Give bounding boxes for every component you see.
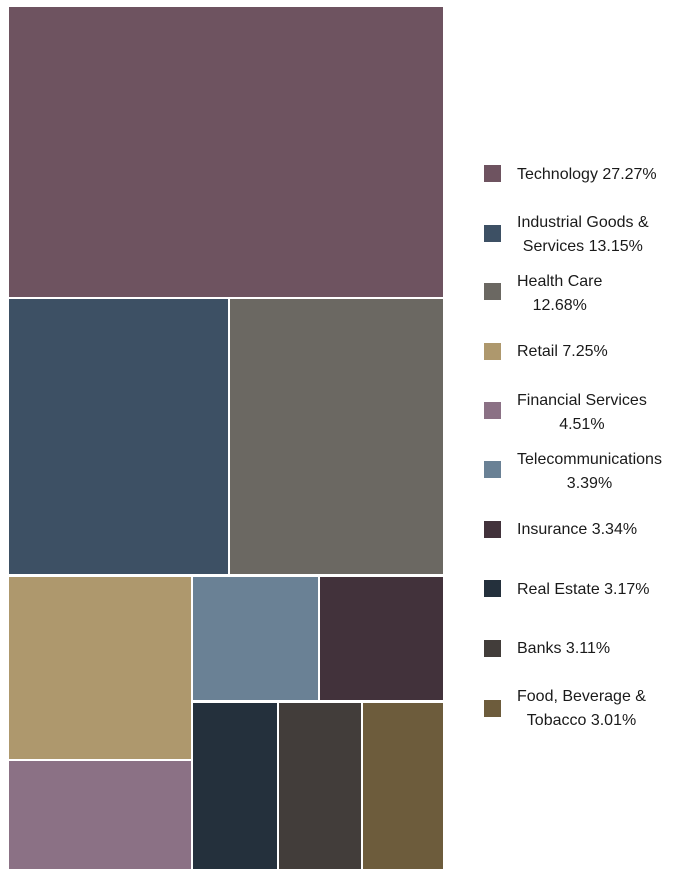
legend-label: 3.39% [567,475,612,492]
legend-label: Retail 7.25% [517,343,608,360]
tile-food-beverage-and-tobacco [363,703,443,869]
tile-retail [9,577,191,759]
legend-item-telecommunications: Telecommunications 3.39% [484,451,662,492]
tile-technology [9,7,443,297]
legend-label: 12.68% [533,297,587,314]
legend-item-health-care: Health Care 12.68% [484,273,602,314]
tile-insurance [320,577,443,700]
legend-label: Real Estate 3.17% [517,581,650,598]
legend-label: Services 13.15% [523,238,643,255]
legend-swatch [484,225,501,242]
legend-label: Telecommunications [517,451,662,468]
legend-swatch [484,521,501,538]
tile-industrial-goods-and-services [9,299,228,574]
legend-label: Industrial Goods & [517,214,649,231]
legend-swatch [484,461,501,478]
legend-item-banks: Banks 3.11% [484,640,610,657]
legend-item-industrial-goods-and-services: Industrial Goods & Services 13.15% [484,214,649,255]
legend-label: 4.51% [559,416,604,433]
legend-label: Food, Beverage & [517,688,646,705]
treemap-tiles [9,7,443,869]
legend-item-retail: Retail 7.25% [484,343,608,360]
legend-item-insurance: Insurance 3.34% [484,521,637,538]
tile-health-care [230,299,443,574]
legend-swatch [484,283,501,300]
legend: Technology 27.27% Industrial Goods & Servi… [484,165,662,729]
legend-label: Tobacco 3.01% [527,712,636,729]
legend-swatch [484,402,501,419]
legend-swatch [484,700,501,717]
tile-telecommunications [193,577,318,700]
legend-swatch [484,640,501,657]
tile-financial-services [9,761,191,869]
legend-label: Insurance 3.34% [517,521,637,538]
legend-label: Financial Services [517,392,647,409]
legend-item-financial-services: Financial Services 4.51% [484,392,647,433]
legend-swatch [484,165,501,182]
legend-item-food-beverage-and-tobacco: Food, Beverage & Tobacco 3.01% [484,688,646,729]
legend-label: Technology 27.27% [517,166,657,183]
legend-item-technology: Technology 27.27% [484,165,657,183]
legend-label: Banks 3.11% [517,640,610,657]
tile-banks [279,703,361,869]
legend-label: Health Care [517,273,602,290]
tile-real-estate [193,703,277,869]
legend-item-real-estate: Real Estate 3.17% [484,580,650,598]
legend-swatch [484,580,501,597]
legend-swatch [484,343,501,360]
